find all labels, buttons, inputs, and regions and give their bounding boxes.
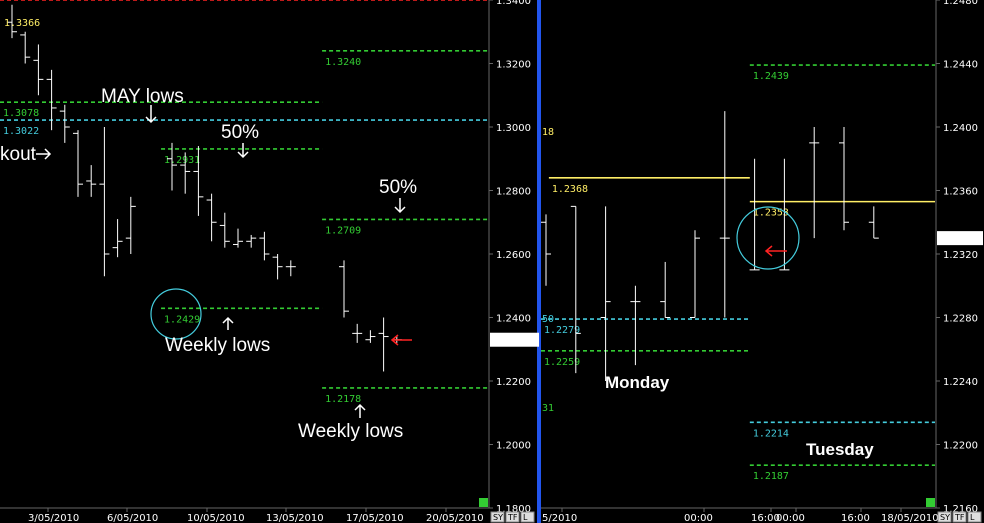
left-note-breakout: kout [0, 144, 37, 165]
right-ytick-label: 1.2320 [943, 250, 978, 261]
left-note-may-lows: MAY lows [101, 86, 184, 107]
left-ytick-label: 1.3200 [496, 60, 531, 71]
right-toolbar-button-l[interactable] [967, 511, 982, 523]
left-note-weekly-lows-b: Weekly lows [298, 421, 403, 442]
right-red-arrow-icon [764, 245, 787, 257]
right-level-label: 1.2439 [753, 71, 789, 82]
right-xtick-label: 00:00 [776, 513, 805, 523]
right-current-price-label: 1.2330 [941, 234, 976, 245]
left-ytick-label: 1.3000 [496, 123, 531, 134]
left-high-value-label: 1.3366 [4, 18, 40, 29]
right-level-label: 1.2214 [753, 428, 789, 439]
left-ytick-label: 1.2600 [496, 250, 531, 261]
left-toolbar-button-label: L [523, 513, 528, 522]
right-toolbar-button-tf[interactable] [952, 511, 967, 523]
right-toolbar-button-label: SY [940, 513, 950, 522]
left-note-weekly-lows-a: Weekly lows [165, 335, 270, 356]
left-level-label: 1.3078 [3, 108, 39, 119]
up-arrow-icon [222, 316, 234, 330]
left-xtick-label: 6/05/2010 [107, 513, 158, 523]
right-level-label: 1.2259 [544, 357, 580, 368]
right-note-monday: Monday [605, 373, 670, 392]
right-ytick-label: 1.2160 [943, 504, 978, 515]
left-highlight-circle [150, 288, 202, 340]
right-edge-value-label: 50 [542, 314, 554, 325]
left-xtick-label: 20/05/2010 [426, 513, 484, 523]
right-ytick-label: 1.2280 [943, 314, 978, 325]
right-xtick-label: 18/05/2010 [881, 513, 939, 523]
right-level-label: 1.2368 [552, 184, 588, 195]
down-arrow-icon [237, 143, 249, 159]
right-edge-value-label: 18 [542, 127, 554, 138]
left-red-arrow-icon [390, 334, 412, 346]
right-level-label: 1.2353 [753, 208, 789, 219]
right-toolbar-button-label: L [970, 513, 975, 522]
up-arrow-icon [354, 403, 366, 418]
right-ytick-label: 1.2440 [943, 60, 978, 71]
left-level-label: 1.3240 [325, 57, 361, 68]
left-xtick-label: 10/05/2010 [187, 513, 245, 523]
right-ytick-label: 1.2360 [943, 187, 978, 198]
left-toolbar-button-sy[interactable] [490, 511, 505, 523]
left-level-label: 1.3022 [3, 126, 39, 137]
right-arrow-icon [36, 148, 52, 160]
left-ytick-label: 1.1800 [496, 504, 531, 515]
left-toolbar-button-label: SY [493, 513, 503, 522]
left-ytick-label: 1.3400 [496, 0, 531, 7]
left-xtick-label: 17/05/2010 [346, 513, 404, 523]
right-ytick-label: 1.2480 [943, 0, 978, 7]
right-xtick-label: 16:00 [841, 513, 870, 523]
left-toolbar-button-l[interactable] [520, 511, 535, 523]
right-ytick-label: 1.2400 [943, 123, 978, 134]
left-level-label: 1.2709 [325, 225, 361, 236]
right-ytick-label: 1.2240 [943, 377, 978, 388]
left-xtick-label: 3/05/2010 [28, 513, 79, 523]
right-level-label: 1.2279 [544, 325, 580, 336]
left-level-label: 1.2931 [164, 155, 200, 166]
left-toolbar-button-label: TF [507, 513, 518, 522]
right-xtick-label: 5/2010 [542, 513, 577, 523]
left-current-price-box [490, 332, 539, 347]
pane-divider [537, 0, 541, 523]
down-arrow-icon [145, 105, 157, 124]
right-status-square [926, 498, 935, 507]
left-status-square [479, 498, 488, 507]
right-note-tuesday: Tuesday [806, 440, 874, 459]
right-toolbar-button-label: TF [954, 513, 965, 522]
right-level-label: 1.2187 [753, 471, 789, 482]
left-ytick-label: 1.2800 [496, 187, 531, 198]
left-level-label: 1.2178 [325, 394, 361, 405]
right-xtick-label: 16:00 [751, 513, 780, 523]
right-edge-value-label: 31 [542, 403, 554, 414]
left-xtick-label: 13/05/2010 [266, 513, 324, 523]
right-current-price-box [937, 231, 983, 246]
left-ytick-label: 1.2400 [496, 314, 531, 325]
left-level-label: 1.2429 [164, 314, 200, 325]
left-note-50pct-b: 50% [379, 177, 417, 198]
down-arrow-icon [394, 198, 406, 214]
right-ytick-label: 1.2200 [943, 441, 978, 452]
right-highlight-circle [736, 206, 800, 270]
left-toolbar-button-tf[interactable] [505, 511, 520, 523]
left-ytick-label: 1.2200 [496, 377, 531, 388]
right-xtick-label: 00:00 [684, 513, 713, 523]
left-note-50pct-a: 50% [221, 122, 259, 143]
right-toolbar-button-sy[interactable] [937, 511, 952, 523]
left-current-price-label: 1.2330 [494, 336, 529, 347]
left-ytick-label: 1.2000 [496, 441, 531, 452]
